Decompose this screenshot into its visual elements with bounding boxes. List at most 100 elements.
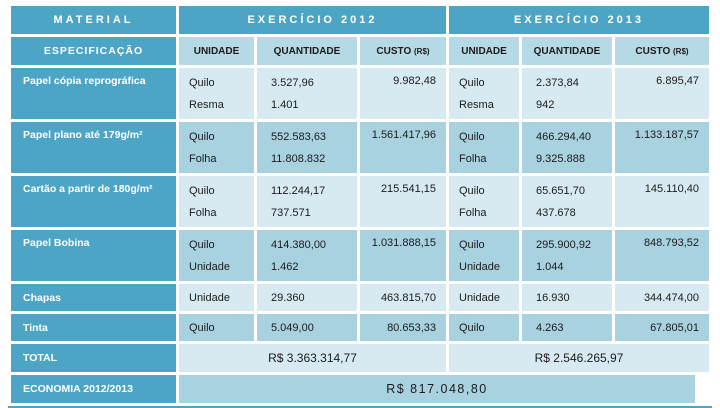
qty-line: 1.044 xyxy=(536,261,564,273)
total-2013-value: R$ 2.546.265,97 xyxy=(449,344,709,372)
cost-cell-2013: 145.110,40 xyxy=(615,176,709,227)
unit-cell-2012: Quilo Unidade xyxy=(179,230,254,281)
material-label: Papel cópia reprográfica xyxy=(11,68,176,119)
qty-line: 11.808.832 xyxy=(271,153,326,165)
economia-label: ECONOMIA 2012/2013 xyxy=(11,375,176,403)
qty-line: 112.244,17 xyxy=(271,185,326,197)
material-label: Cartão a partir de 180g/m² xyxy=(11,176,176,227)
unit-line: Resma xyxy=(459,99,494,111)
custo-label: CUSTO xyxy=(376,45,412,57)
especificacao-header: ESPECIFICAÇÃO xyxy=(11,37,176,65)
qty-line: 437.678 xyxy=(536,207,576,219)
unit-line: Unidade xyxy=(189,261,230,273)
unit-cell-2013: Quilo xyxy=(449,314,519,341)
qty-cell-2012: 5.049,00 xyxy=(257,314,357,341)
unit-line: Folha xyxy=(189,153,217,165)
unit-line: Resma xyxy=(189,99,224,111)
qty-line: 414.380,00 xyxy=(271,239,327,251)
cost-cell-2012: 215.541,15 xyxy=(360,176,446,227)
header-row-columns: ESPECIFICAÇÃO UNIDADE QUANTIDADE CUSTO (… xyxy=(11,37,709,65)
qty-line: 737.571 xyxy=(271,207,311,219)
material-row-tinta: Tinta Quilo 5.049,00 80.653,33 Quilo 4.2… xyxy=(11,314,709,341)
unit-line: Quilo xyxy=(459,185,485,197)
economia-row: ECONOMIA 2012/2013 R$ 817.048,80 xyxy=(11,375,709,403)
materials-cost-table: MATERIAL EXERCÍCIO 2012 EXERCÍCIO 2013 E… xyxy=(8,3,712,406)
cost-cell-2013: 344.474,00 xyxy=(615,284,709,311)
unit-line: Quilo xyxy=(459,239,485,251)
qty-cell-2012: 29.360 xyxy=(257,284,357,311)
unit-line: Quilo xyxy=(189,131,215,143)
unit-cell-2013: Quilo Folha xyxy=(449,176,519,227)
cost-cell-2012: 9.982,48 xyxy=(360,68,446,119)
qty-cell-2013: 466.294,40 9.325.888 xyxy=(522,122,612,173)
total-label: TOTAL xyxy=(11,344,176,372)
cost-cell-2012: 1.561.417,96 xyxy=(360,122,446,173)
unit-line: Quilo xyxy=(459,77,485,89)
unit-line: Quilo xyxy=(189,77,215,89)
unit-cell-2013: Quilo Folha xyxy=(449,122,519,173)
qty-cell-2013: 16.930 xyxy=(522,284,612,311)
cost-cell-2013: 67.805,01 xyxy=(615,314,709,341)
unit-line: Quilo xyxy=(189,239,215,251)
material-label: Papel plano até 179g/m² xyxy=(11,122,176,173)
total-2012-value: R$ 3.363.314,77 xyxy=(179,344,446,372)
unit-cell-2012: Quilo Resma xyxy=(179,68,254,119)
unit-cell-2013: Quilo Resma xyxy=(449,68,519,119)
qty-line: 466.294,40 xyxy=(536,131,592,143)
qty-cell-2012: 414.380,00 1.462 xyxy=(257,230,357,281)
qty-cell-2012: 552.583,63 11.808.832 xyxy=(257,122,357,173)
custo-2013-header: CUSTO (R$) xyxy=(615,37,709,65)
unit-cell-2012: Quilo Folha xyxy=(179,122,254,173)
custo-label: CUSTO xyxy=(635,45,671,57)
unit-cell-2013: Unidade xyxy=(449,284,519,311)
quantidade-2013-header: QUANTIDADE xyxy=(522,37,612,65)
qty-cell-2013: 4.263 xyxy=(522,314,612,341)
qty-cell-2013: 65.651,70 437.678 xyxy=(522,176,612,227)
unit-cell-2012: Unidade xyxy=(179,284,254,311)
material-label: Papel Bobina xyxy=(11,230,176,281)
unidade-2013-header: UNIDADE xyxy=(449,37,519,65)
material-row-chapas: Chapas Unidade 29.360 463.815,70 Unidade… xyxy=(11,284,709,311)
qty-line: 552.583,63 xyxy=(271,131,327,143)
qty-cell-2012: 3.527,96 1.401 xyxy=(257,68,357,119)
custo-currency-unit: (R$) xyxy=(673,46,689,56)
unit-cell-2012: Quilo Folha xyxy=(179,176,254,227)
qty-line: 3.527,96 xyxy=(271,77,314,89)
qty-line: 2.373,84 xyxy=(536,77,579,89)
cost-cell-2012: 463.815,70 xyxy=(360,284,446,311)
unit-line: Folha xyxy=(189,207,217,219)
material-group-header: MATERIAL xyxy=(11,6,176,34)
cost-cell-2013: 6.895,47 xyxy=(615,68,709,119)
custo-2012-header: CUSTO (R$) xyxy=(360,37,446,65)
qty-line: 1.462 xyxy=(271,261,299,273)
material-row-papel-plano: Papel plano até 179g/m² Quilo Folha 552.… xyxy=(11,122,709,173)
qty-line: 295.900,92 xyxy=(536,239,592,251)
unit-line: Quilo xyxy=(189,185,215,197)
cost-cell-2012: 80.653,33 xyxy=(360,314,446,341)
cost-cell-2012: 1.031.888,15 xyxy=(360,230,446,281)
qty-cell-2013: 2.373,84 942 xyxy=(522,68,612,119)
total-row: TOTAL R$ 3.363.314,77 R$ 2.546.265,97 xyxy=(11,344,709,372)
cost-cell-2013: 848.793,52 xyxy=(615,230,709,281)
custo-currency-unit: (R$) xyxy=(414,46,430,56)
unit-line: Unidade xyxy=(459,261,500,273)
unit-line: Folha xyxy=(459,153,487,165)
exercicio-2013-group-header: EXERCÍCIO 2013 xyxy=(449,6,709,34)
qty-line: 1.401 xyxy=(271,99,299,111)
unit-cell-2013: Quilo Unidade xyxy=(449,230,519,281)
unidade-2012-header: UNIDADE xyxy=(179,37,254,65)
qty-line: 9.325.888 xyxy=(536,153,585,165)
materials-cost-table-container: MATERIAL EXERCÍCIO 2012 EXERCÍCIO 2013 E… xyxy=(8,3,712,408)
material-row-cartao: Cartão a partir de 180g/m² Quilo Folha 1… xyxy=(11,176,709,227)
material-label: Chapas xyxy=(11,284,176,311)
qty-cell-2012: 112.244,17 737.571 xyxy=(257,176,357,227)
unit-line: Folha xyxy=(459,207,487,219)
unit-line: Quilo xyxy=(459,131,485,143)
cost-cell-2013: 1.133.187,57 xyxy=(615,122,709,173)
economia-value: R$ 817.048,80 xyxy=(179,375,709,403)
unit-cell-2012: Quilo xyxy=(179,314,254,341)
material-row-papel-bobina: Papel Bobina Quilo Unidade 414.380,00 1.… xyxy=(11,230,709,281)
quantidade-2012-header: QUANTIDADE xyxy=(257,37,357,65)
qty-cell-2013: 295.900,92 1.044 xyxy=(522,230,612,281)
exercicio-2012-group-header: EXERCÍCIO 2012 xyxy=(179,6,446,34)
